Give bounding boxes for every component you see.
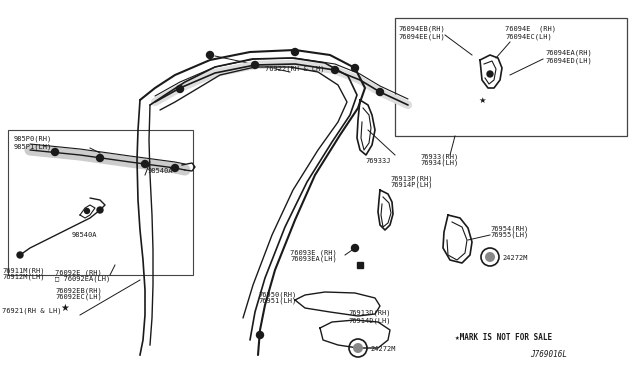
Text: 76094EE(LH): 76094EE(LH) [398,33,445,39]
Circle shape [376,89,383,96]
Circle shape [17,252,23,258]
Text: 76092EC(LH): 76092EC(LH) [55,294,102,301]
Text: 76955(LH): 76955(LH) [490,232,528,238]
Circle shape [257,331,264,339]
Text: □ 76092EA(LH): □ 76092EA(LH) [55,276,110,282]
Text: 76951(LH): 76951(LH) [258,298,296,305]
Circle shape [353,343,363,353]
Text: 76922(RH & LH): 76922(RH & LH) [265,65,324,71]
Text: 76914P(LH): 76914P(LH) [390,182,433,189]
Text: 76094EC(LH): 76094EC(LH) [505,33,552,39]
Circle shape [51,148,58,155]
Text: 76913D(RH): 76913D(RH) [348,310,390,317]
Bar [357,262,363,268]
Text: 76094E  (RH): 76094E (RH) [505,25,556,32]
Text: 76911M(RH): 76911M(RH) [2,267,45,273]
Bar [395,18,627,136]
Circle shape [172,164,179,171]
Text: 76933(RH): 76933(RH) [420,153,458,160]
Text: 76913P(RH): 76913P(RH) [390,175,433,182]
Text: 76921(RH & LH): 76921(RH & LH) [2,308,61,314]
Text: ★: ★ [60,303,68,313]
Circle shape [177,86,184,93]
Text: 76093EA(LH): 76093EA(LH) [290,256,337,263]
Circle shape [252,61,259,68]
Text: ★MARK IS NOT FOR SALE: ★MARK IS NOT FOR SALE [455,333,552,342]
Circle shape [141,160,148,167]
Text: 76094ED(LH): 76094ED(LH) [545,58,592,64]
Text: 76912M(LH): 76912M(LH) [2,274,45,280]
Circle shape [351,64,358,71]
Circle shape [332,67,339,74]
Circle shape [97,154,104,161]
Text: 76092EB(RH): 76092EB(RH) [55,287,102,294]
Text: ★: ★ [478,96,486,105]
Circle shape [207,51,214,58]
Text: 24272M: 24272M [370,346,396,352]
Circle shape [487,71,493,77]
Text: 98540A: 98540A [72,232,97,238]
Text: 76934(LH): 76934(LH) [420,160,458,167]
Text: 76914D(LH): 76914D(LH) [348,317,390,324]
Text: 76950(RH): 76950(RH) [258,291,296,298]
Circle shape [84,208,90,214]
Text: 985P1(LH): 985P1(LH) [14,144,52,151]
Text: J769016L: J769016L [530,350,567,359]
Circle shape [485,252,495,262]
Text: 76094EB(RH): 76094EB(RH) [398,25,445,32]
Text: 76092E (RH): 76092E (RH) [55,269,102,276]
Text: 98540A: 98540A [148,168,173,174]
Text: 76933J: 76933J [365,158,390,164]
Text: 76094EA(RH): 76094EA(RH) [545,50,592,57]
Circle shape [97,207,103,213]
Text: 24272M: 24272M [502,255,527,261]
Circle shape [291,48,298,55]
Bar [8,130,193,275]
Circle shape [351,244,358,251]
Text: 76954(RH): 76954(RH) [490,225,528,231]
Text: 76093E (RH): 76093E (RH) [290,249,337,256]
Text: 985P0(RH): 985P0(RH) [14,136,52,142]
